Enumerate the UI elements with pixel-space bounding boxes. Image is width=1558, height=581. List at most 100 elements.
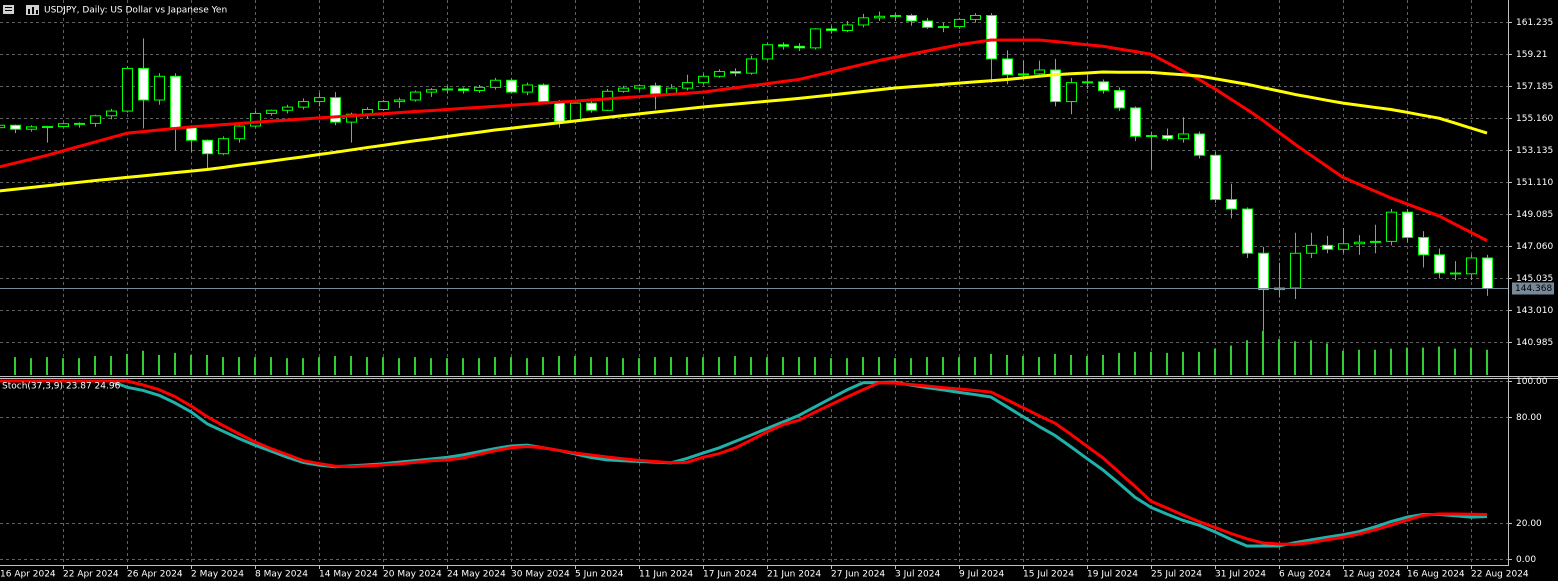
candle-body	[1162, 135, 1173, 140]
volume-bar	[622, 358, 624, 375]
plot-area	[0, 11, 1508, 548]
volume-bar	[1150, 351, 1152, 375]
candle-body	[1290, 252, 1301, 289]
x-tick-label: 27 Jun 2024	[831, 570, 885, 580]
x-tick-label: 16 Apr 2024	[0, 570, 56, 580]
volume-bar	[62, 358, 64, 375]
candle-body	[106, 110, 117, 117]
candle-body	[922, 20, 933, 28]
volume-bar	[686, 357, 688, 375]
volume-bar	[1294, 341, 1296, 375]
x-tick-label: 14 May 2024	[319, 570, 378, 580]
volume-bar	[14, 357, 16, 375]
volume-bar	[1006, 355, 1008, 375]
x-tick-label: 11 Jun 2024	[639, 570, 693, 580]
candle-body	[330, 97, 341, 123]
volume-bar	[1406, 347, 1408, 375]
volume-bar	[1422, 347, 1424, 375]
candle-body	[1466, 257, 1477, 275]
volume-bar	[1134, 351, 1136, 375]
volume-bar	[510, 357, 512, 375]
y-tick-label: 80.00	[1516, 413, 1542, 423]
x-tick-label: 12 Aug 2024	[1343, 570, 1401, 580]
volume-bar	[1326, 343, 1328, 375]
candle-body	[298, 101, 309, 108]
volume-bar	[782, 357, 784, 375]
y-tick-label: 157.185	[1516, 82, 1553, 92]
volume-bar	[1102, 355, 1104, 375]
volume-bar	[350, 356, 352, 375]
candle-body	[1258, 252, 1269, 291]
y-tick-label: 159.21	[1516, 50, 1548, 60]
candle-body	[1242, 208, 1253, 254]
candle-body	[602, 90, 613, 111]
volume-bar	[1198, 351, 1200, 375]
y-tick-label: 140.985	[1516, 338, 1553, 348]
candle-body	[986, 14, 997, 60]
candle-body	[810, 28, 821, 49]
volume-bar	[702, 357, 704, 375]
volume-bar	[1230, 345, 1232, 375]
x-tick-label: 24 May 2024	[447, 570, 506, 580]
menu-icon	[3, 5, 14, 14]
menu-icon-line	[5, 10, 12, 11]
volume-bar	[718, 357, 720, 375]
x-tick-label: 5 Jun 2024	[575, 570, 624, 580]
x-tick-label: 26 Apr 2024	[127, 570, 183, 580]
x-tick-label: 19 Jul 2024	[1087, 570, 1138, 580]
volume-bar	[814, 357, 816, 375]
volume-bar	[606, 357, 608, 375]
x-tick-label: 9 Jul 2024	[959, 570, 1004, 580]
x-tick-label: 17 Jun 2024	[703, 570, 757, 580]
y-tick-label: 0.00	[1516, 555, 1536, 565]
x-tick-label: 8 May 2024	[255, 570, 308, 580]
candle-body	[1002, 58, 1013, 76]
volume-bar	[542, 357, 544, 375]
candle-body	[394, 99, 405, 103]
volume-bar	[1454, 348, 1456, 375]
volume-bar	[1070, 355, 1072, 375]
volume-bar	[862, 357, 864, 375]
indicator-line	[0, 379, 1488, 548]
candle-body	[490, 79, 501, 88]
candle-body	[10, 124, 21, 130]
volume-bar	[974, 357, 976, 375]
volume-bar	[990, 353, 992, 375]
current-price-label: 144.368	[1515, 284, 1552, 294]
candle-body	[186, 127, 197, 141]
volume-bar	[1390, 348, 1392, 375]
volume-bar	[926, 357, 928, 375]
candle-body	[458, 88, 469, 92]
candle-body	[826, 28, 837, 31]
candle-body	[1018, 73, 1029, 76]
candle-body	[202, 139, 213, 155]
volume-bar	[286, 358, 288, 375]
title-bar: USDJPY, Daily: US Dollar vs Japanese Yen	[3, 5, 227, 16]
volume-bar	[750, 357, 752, 375]
candle-body	[1034, 69, 1045, 75]
x-tick-label: 6 Aug 2024	[1279, 570, 1331, 580]
candle-body	[954, 18, 965, 28]
volume-bar	[142, 350, 144, 375]
candle-body	[938, 26, 949, 29]
candle-body	[890, 14, 901, 17]
volume-bar	[654, 357, 656, 375]
candle-body	[218, 138, 229, 155]
candle-body	[1098, 81, 1109, 92]
volume-bar	[734, 356, 736, 375]
x-tick-label: 31 Jul 2024	[1215, 570, 1266, 580]
candle-body	[970, 14, 981, 20]
volume-bar	[846, 358, 848, 375]
volume-bar	[366, 357, 368, 375]
candle-body	[1082, 81, 1093, 84]
moving-average	[0, 70, 1488, 193]
candle-body	[1050, 69, 1061, 103]
candle-body	[250, 112, 261, 127]
volume-bar	[1054, 353, 1056, 375]
y-tick-label: 161.235	[1516, 18, 1553, 28]
candle-body	[1370, 240, 1381, 243]
volume-bar	[238, 357, 240, 375]
candle-body	[1322, 244, 1333, 250]
candle-body	[58, 123, 69, 128]
